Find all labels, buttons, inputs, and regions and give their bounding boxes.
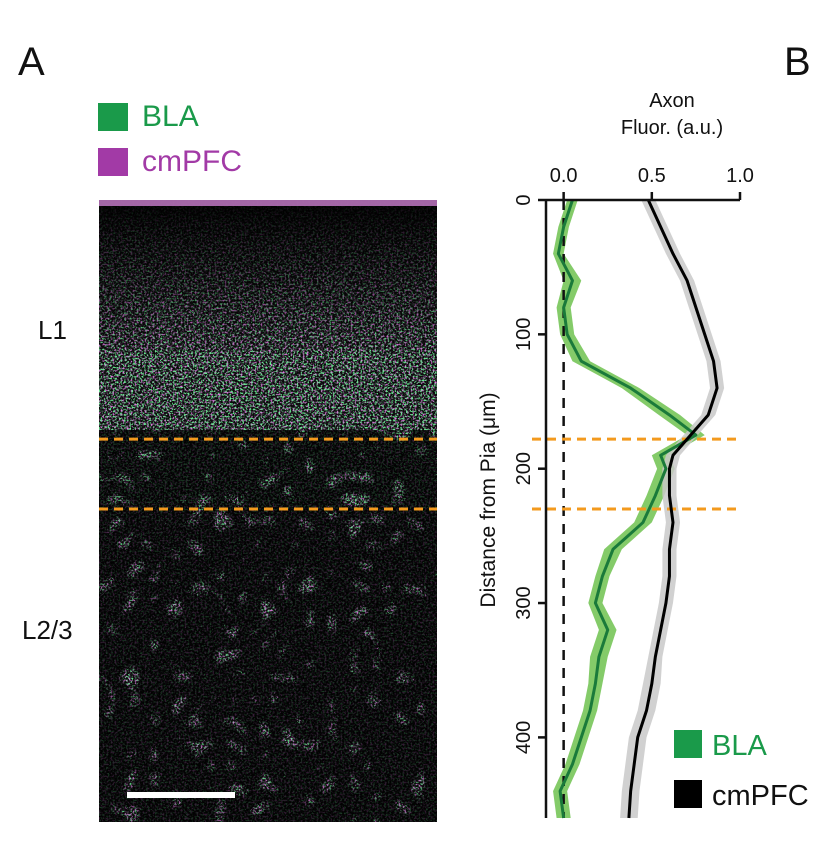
y-tick-label-0: 0 — [513, 194, 535, 205]
legend-b-label-bla: BLA — [712, 730, 767, 762]
panel-letter-a: A — [18, 40, 45, 84]
legend-a-bla-label: BLA — [142, 100, 199, 133]
legend-a-bla-swatch — [98, 103, 128, 131]
x-tick-label-1: 0.5 — [638, 165, 666, 187]
legend-b-swatch-bla — [674, 730, 702, 758]
legend-b-swatch-cmpfc — [674, 780, 702, 808]
x-axis-title-line-1: Fluor. (a.u.) — [621, 117, 723, 139]
x-tick-label-0: 0.0 — [550, 165, 578, 187]
y-tick-label-1: 100 — [513, 318, 535, 351]
legend-a-cmpfc: cmPFC — [98, 145, 242, 179]
fluorescence-micrograph — [99, 200, 437, 822]
micrograph-pia-edge — [99, 200, 437, 206]
panel-letter-b: B — [784, 40, 811, 84]
layer-label-l2-3: L2/3 — [22, 615, 73, 645]
scale-bar — [127, 792, 235, 798]
y-tick-label-2: 200 — [513, 452, 535, 485]
legend-a-cmpfc-label: cmPFC — [142, 145, 242, 178]
series-line-bla — [556, 199, 698, 819]
x-tick-label-2: 1.0 — [726, 165, 754, 187]
layer-label-l1: L1 — [38, 315, 67, 345]
x-axis-title-line-0: Axon — [649, 90, 695, 112]
sem-band-bla — [553, 200, 705, 818]
legend-b-label-cmpfc: cmPFC — [712, 780, 809, 812]
y-tick-label-4: 400 — [513, 721, 535, 754]
legend-a-bla: BLA — [98, 100, 199, 134]
legend-a-cmpfc-swatch — [98, 148, 128, 176]
micrograph-pia-fade — [99, 200, 437, 822]
y-tick-label-3: 300 — [513, 586, 535, 619]
x-axis-title: Axon Fluor. (a.u.) — [621, 90, 723, 139]
series-line-cmpfc — [627, 199, 719, 819]
y-axis-title: Distance from Pia (μm) — [477, 392, 500, 607]
